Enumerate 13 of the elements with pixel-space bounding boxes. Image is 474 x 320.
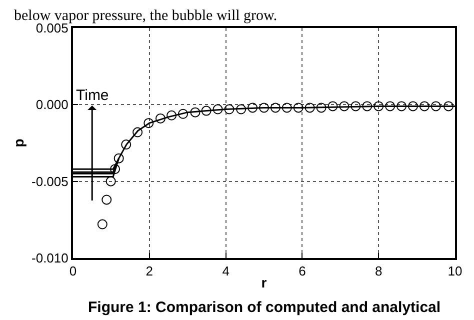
x-tick-label: 0 <box>69 264 77 279</box>
x-tick-label: 4 <box>222 264 230 279</box>
x-axis-title: r <box>261 274 268 290</box>
x-tick-label: 6 <box>298 264 306 279</box>
x-tick-label: 8 <box>374 264 382 279</box>
annotation: Time <box>76 87 109 104</box>
x-tick-label: 2 <box>146 264 154 279</box>
caption: Figure 1: Comparison of computed and analytical <box>88 299 441 316</box>
y-tick-label: -0.005 <box>32 174 68 189</box>
y-tick-label: 0.000 <box>36 97 68 112</box>
y-tick-label: -0.010 <box>32 250 68 266</box>
x-tick-label: 10 <box>448 264 462 279</box>
y-axis-title: p <box>10 138 27 148</box>
